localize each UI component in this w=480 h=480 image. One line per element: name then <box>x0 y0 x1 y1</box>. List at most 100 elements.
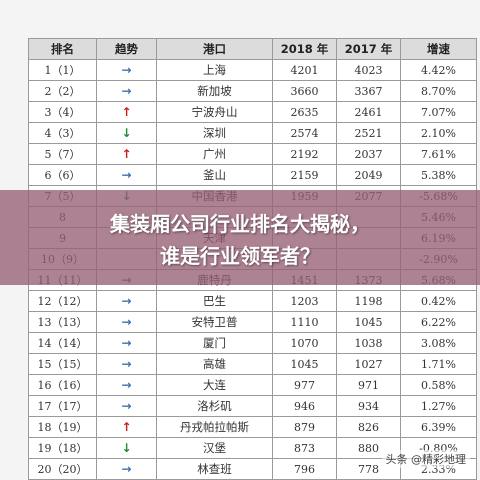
teu-2017-cell: 3367 <box>336 80 401 102</box>
growth-cell: 7.07% <box>400 101 477 123</box>
header-2017: 2017 年 <box>336 38 401 60</box>
port-cell: 巴生 <box>156 290 273 312</box>
trend-right-arrow-icon: → <box>121 335 132 350</box>
rank-cell: 2（2） <box>28 80 97 102</box>
table-row: 3（4） ↑ 宁波舟山 2635 2461 7.07% <box>28 101 477 123</box>
trend-right-arrow-icon: → <box>121 398 132 413</box>
port-cell: 丹戎帕拉帕斯 <box>156 416 273 438</box>
teu-2017-cell: 1027 <box>336 353 401 375</box>
teu-2017-cell: 934 <box>336 395 401 417</box>
port-cell: 林查班 <box>156 458 273 480</box>
trend-up-arrow-icon: ↑ <box>121 419 132 434</box>
table-row: 12（12） → 巴生 1203 1198 0.42% <box>28 290 477 312</box>
port-cell: 深圳 <box>156 122 273 144</box>
growth-cell: 1.27% <box>400 395 477 417</box>
trend-down-arrow-icon: ↓ <box>121 440 132 455</box>
port-cell: 上海 <box>156 59 273 81</box>
port-cell: 安特卫普 <box>156 311 273 333</box>
growth-cell: 6.39% <box>400 416 477 438</box>
rank-cell: 1（1） <box>28 59 97 81</box>
header-growth: 增速 <box>400 38 477 60</box>
trend-cell: → <box>96 80 157 102</box>
rank-cell: 4（3） <box>28 122 97 144</box>
trend-right-arrow-icon: → <box>121 167 132 182</box>
header-rank: 排名 <box>28 38 97 60</box>
teu-2018-cell: 2192 <box>272 143 337 165</box>
growth-cell: 8.70% <box>400 80 477 102</box>
growth-cell: 7.61% <box>400 143 477 165</box>
rank-cell: 6（6） <box>28 164 97 186</box>
port-cell: 大连 <box>156 374 273 396</box>
headline-line-1: 集装厢公司行业排名大揭秘， <box>110 212 370 236</box>
port-cell: 釜山 <box>156 164 273 186</box>
trend-right-arrow-icon: → <box>121 62 132 77</box>
teu-2018-cell: 796 <box>272 458 337 480</box>
teu-2018-cell: 946 <box>272 395 337 417</box>
rank-cell: 14（14） <box>28 332 97 354</box>
table-row: 1（1） → 上海 4201 4023 4.42% <box>28 59 477 81</box>
rank-cell: 20（20） <box>28 458 97 480</box>
port-cell: 厦门 <box>156 332 273 354</box>
port-cell: 高雄 <box>156 353 273 375</box>
rank-cell: 19（18） <box>28 437 97 459</box>
growth-cell: 6.22% <box>400 311 477 333</box>
trend-cell: → <box>96 458 157 480</box>
trend-cell: → <box>96 290 157 312</box>
port-cell: 汉堡 <box>156 437 273 459</box>
teu-2018-cell: 1070 <box>272 332 337 354</box>
header-trend: 趋势 <box>96 38 157 60</box>
trend-cell: → <box>96 374 157 396</box>
table-header-row: 排名 趋势 港口 2018 年 2017 年 增速 <box>28 38 477 60</box>
teu-2018-cell: 977 <box>272 374 337 396</box>
rank-cell: 18（19） <box>28 416 97 438</box>
header-2018: 2018 年 <box>272 38 337 60</box>
teu-2017-cell: 2049 <box>336 164 401 186</box>
trend-right-arrow-icon: → <box>121 461 132 476</box>
teu-2018-cell: 1045 <box>272 353 337 375</box>
trend-right-arrow-icon: → <box>121 83 132 98</box>
table-row: 2（2） → 新加坡 3660 3367 8.70% <box>28 80 477 102</box>
teu-2018-cell: 1110 <box>272 311 337 333</box>
table-row: 4（3） ↓ 深圳 2574 2521 2.10% <box>28 122 477 144</box>
trend-cell: ↑ <box>96 416 157 438</box>
trend-right-arrow-icon: → <box>121 377 132 392</box>
trend-cell: → <box>96 311 157 333</box>
trend-down-arrow-icon: ↓ <box>121 125 132 140</box>
trend-cell: → <box>96 164 157 186</box>
port-cell: 广州 <box>156 143 273 165</box>
table-row: 16（16） → 大连 977 971 0.58% <box>28 374 477 396</box>
table-row: 6（6） → 釜山 2159 2049 5.38% <box>28 164 477 186</box>
trend-cell: → <box>96 353 157 375</box>
teu-2017-cell: 2521 <box>336 122 401 144</box>
rank-cell: 17（17） <box>28 395 97 417</box>
table-row: 15（15） → 高雄 1045 1027 1.71% <box>28 353 477 375</box>
teu-2017-cell: 1198 <box>336 290 401 312</box>
growth-cell: 4.42% <box>400 59 477 81</box>
teu-2017-cell: 2037 <box>336 143 401 165</box>
trend-right-arrow-icon: → <box>121 356 132 371</box>
growth-cell: 1.71% <box>400 353 477 375</box>
growth-cell: 0.58% <box>400 374 477 396</box>
teu-2017-cell: 1045 <box>336 311 401 333</box>
teu-2018-cell: 1203 <box>272 290 337 312</box>
teu-2018-cell: 879 <box>272 416 337 438</box>
trend-cell: → <box>96 395 157 417</box>
teu-2018-cell: 3660 <box>272 80 337 102</box>
teu-2018-cell: 2635 <box>272 101 337 123</box>
teu-2018-cell: 873 <box>272 437 337 459</box>
header-port: 港口 <box>156 38 273 60</box>
headline-banner <box>0 190 480 285</box>
rank-cell: 16（16） <box>28 374 97 396</box>
trend-up-arrow-icon: ↑ <box>121 146 132 161</box>
table-row: 17（17） → 洛杉矶 946 934 1.27% <box>28 395 477 417</box>
teu-2017-cell: 4023 <box>336 59 401 81</box>
teu-2017-cell: 1038 <box>336 332 401 354</box>
table-row: 18（19） ↑ 丹戎帕拉帕斯 879 826 6.39% <box>28 416 477 438</box>
rank-cell: 12（12） <box>28 290 97 312</box>
teu-2017-cell: 971 <box>336 374 401 396</box>
trend-right-arrow-icon: → <box>121 314 132 329</box>
teu-2017-cell: 2461 <box>336 101 401 123</box>
source-watermark: 头条 @精彩地理 <box>381 450 470 468</box>
rank-cell: 13（13） <box>28 311 97 333</box>
trend-cell: ↑ <box>96 143 157 165</box>
